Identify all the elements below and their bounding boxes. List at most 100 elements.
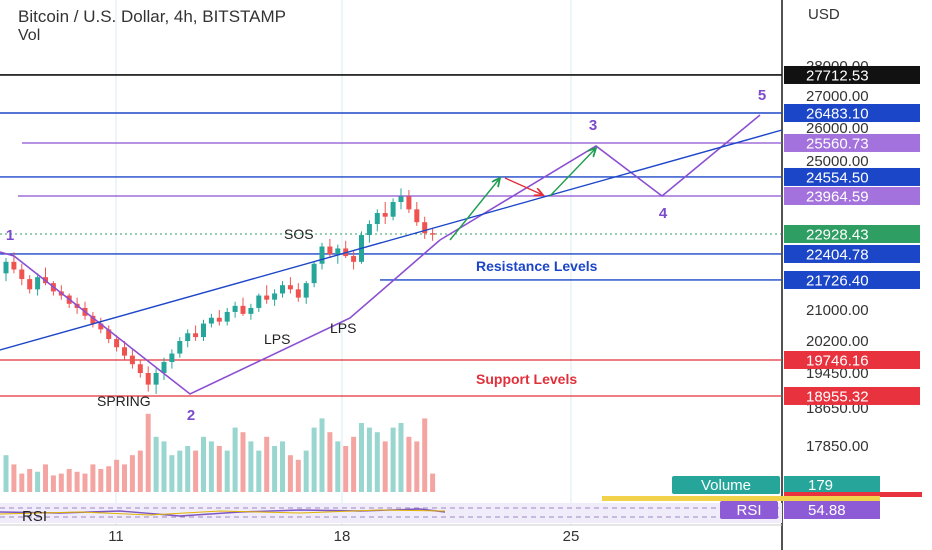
price-tag-label: 18955.32	[806, 388, 869, 405]
candle-body	[248, 307, 254, 314]
candle-body	[137, 364, 143, 373]
rsi-value-tag	[784, 501, 880, 519]
price-tag-label: 19746.16	[806, 352, 869, 369]
x-tick-label: 11	[108, 528, 124, 545]
candle-body	[145, 373, 151, 385]
rsi-pane	[0, 503, 782, 523]
volume-bar	[343, 446, 349, 492]
price-tag-label: 22404.78	[806, 246, 869, 263]
price-tag-22404.78	[784, 244, 920, 263]
wyckoff-path	[0, 239, 441, 395]
candle-body	[232, 305, 238, 312]
volume-bar	[3, 455, 9, 492]
rsi-badge-label: RSI	[736, 502, 761, 519]
candle-body	[327, 246, 333, 255]
candle-body	[264, 295, 270, 300]
candle-body	[335, 248, 341, 255]
candle-body	[414, 209, 420, 223]
price-tag-label: 25560.73	[806, 135, 869, 152]
rsi-pane-label: RSI	[22, 508, 47, 525]
volume-bar	[98, 469, 104, 492]
price-tag-label: 21726.40	[806, 272, 869, 289]
volume-bar	[430, 473, 436, 492]
volume-bar	[351, 436, 357, 492]
volume-bar	[280, 441, 285, 492]
y-tick-label: 19450.00	[806, 365, 869, 382]
volume-bar	[272, 446, 278, 492]
volume-bar	[114, 459, 120, 492]
arrow-up-1	[449, 178, 500, 241]
price-tag-26483.10	[784, 103, 920, 122]
candle-body	[185, 333, 191, 341]
candle-body	[129, 355, 135, 365]
wave-label-1: 1	[6, 227, 14, 244]
volume-badge-label: Volume	[701, 477, 751, 494]
currency-label: USD	[808, 6, 840, 23]
price-tag-label: 23964.59	[806, 188, 869, 205]
volume-bar	[177, 450, 183, 492]
volume-bar	[224, 450, 230, 492]
volume-bar	[129, 455, 135, 492]
price-tag-25560.73	[784, 133, 920, 152]
annotation-sos: SOS	[284, 226, 314, 242]
price-tag-label: 24554.50	[806, 169, 869, 186]
candle-body	[193, 333, 199, 338]
candle-body	[35, 277, 41, 290]
volume-bar	[66, 469, 72, 492]
support-label: Support Levels	[476, 371, 577, 387]
candle-body	[256, 295, 262, 308]
candle-body	[287, 285, 293, 290]
volume-bar	[137, 450, 143, 492]
candle-body	[19, 269, 25, 280]
wave-label-3: 3	[589, 117, 597, 134]
volume-bar	[58, 473, 64, 492]
volume-bar	[82, 473, 88, 492]
volume-bar	[201, 436, 206, 492]
volume-bar	[185, 446, 191, 492]
volume-bar	[106, 466, 112, 492]
arrow-up-2	[549, 148, 596, 197]
candle-body	[319, 246, 325, 264]
candle-body	[422, 222, 428, 234]
y-tick-label: 27000.00	[806, 88, 869, 105]
volume-bar	[303, 450, 309, 492]
candle-body	[177, 341, 183, 354]
candle-body	[240, 305, 246, 314]
candle-body	[311, 263, 317, 284]
volume-bar	[327, 432, 333, 492]
candle-body	[406, 196, 412, 210]
annotation-lps: LPS	[330, 320, 356, 336]
candle-body	[90, 315, 96, 324]
volume-ma-tag	[784, 492, 922, 497]
candle-body	[398, 196, 404, 203]
candle-body	[11, 261, 17, 270]
volume-bar	[382, 441, 388, 492]
volume-value: 179	[808, 477, 833, 494]
candle-body	[295, 289, 301, 298]
volume-bar	[319, 418, 325, 492]
y-tick-label: 17850.00	[806, 438, 869, 455]
volume-bar	[27, 469, 33, 492]
candle-body	[98, 323, 104, 330]
price-tag-label: 22928.43	[806, 226, 869, 243]
wave-label-5: 5	[758, 87, 766, 104]
volume-bar	[359, 423, 364, 492]
volume-value-tag	[784, 476, 880, 494]
y-tick-label: 21000.00	[806, 302, 869, 319]
projection-wave-path	[439, 114, 761, 241]
candle-body	[374, 213, 380, 225]
volume-bar	[264, 436, 270, 492]
volume-bar	[161, 441, 167, 492]
volume-bar	[240, 432, 246, 492]
candle-body	[153, 373, 159, 385]
price-tag-21726.40	[784, 270, 920, 289]
price-tag-23964.59	[784, 186, 920, 205]
price-tag-19746.16	[784, 350, 920, 369]
candle-body	[3, 261, 9, 274]
candle-body	[390, 202, 396, 217]
candle-body	[351, 256, 357, 262]
volume-bar	[74, 471, 80, 492]
volume-bar	[193, 450, 199, 492]
